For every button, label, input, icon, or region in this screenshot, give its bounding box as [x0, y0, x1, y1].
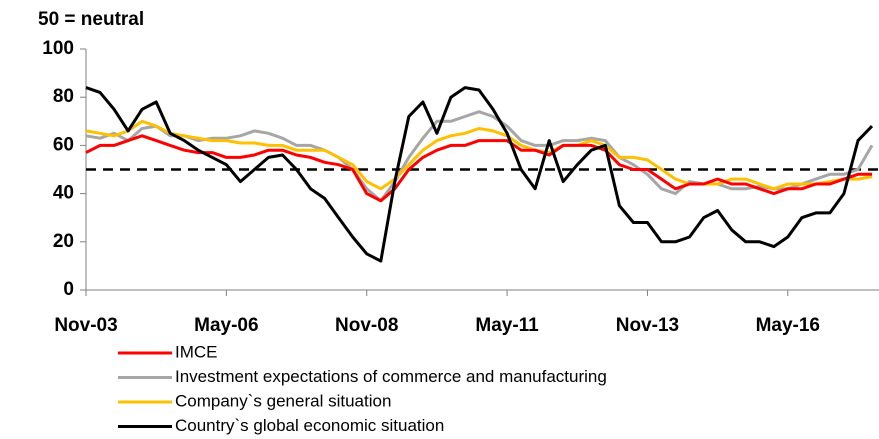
x-tick-label: Nov-13: [616, 315, 679, 336]
x-tick-label: Nov-03: [54, 315, 117, 336]
chart-title: 50 = neutral: [38, 9, 144, 30]
series-line: [85, 119, 873, 191]
series-line: [85, 110, 874, 203]
x-tick-label: May-06: [194, 315, 258, 336]
legend-label: Investment expectations of commerce and …: [175, 367, 607, 386]
legend-label: IMCE: [175, 342, 218, 361]
x-tick-label: May-16: [756, 315, 820, 336]
series-line: [85, 134, 872, 203]
y-tick-label: 100: [42, 38, 74, 59]
y-tick-label: 20: [53, 231, 74, 252]
x-tick-label: May-11: [475, 315, 539, 336]
legend-label: Company`s general situation: [175, 391, 391, 410]
y-tick-label: 40: [53, 183, 74, 204]
legend-label: Country`s global economic situation: [175, 416, 444, 435]
y-tick-label: 0: [63, 279, 74, 300]
y-tick-label: 80: [53, 86, 74, 107]
y-tick-label: 60: [53, 134, 74, 155]
x-tick-label: Nov-08: [335, 315, 398, 336]
series-line: [85, 86, 874, 263]
